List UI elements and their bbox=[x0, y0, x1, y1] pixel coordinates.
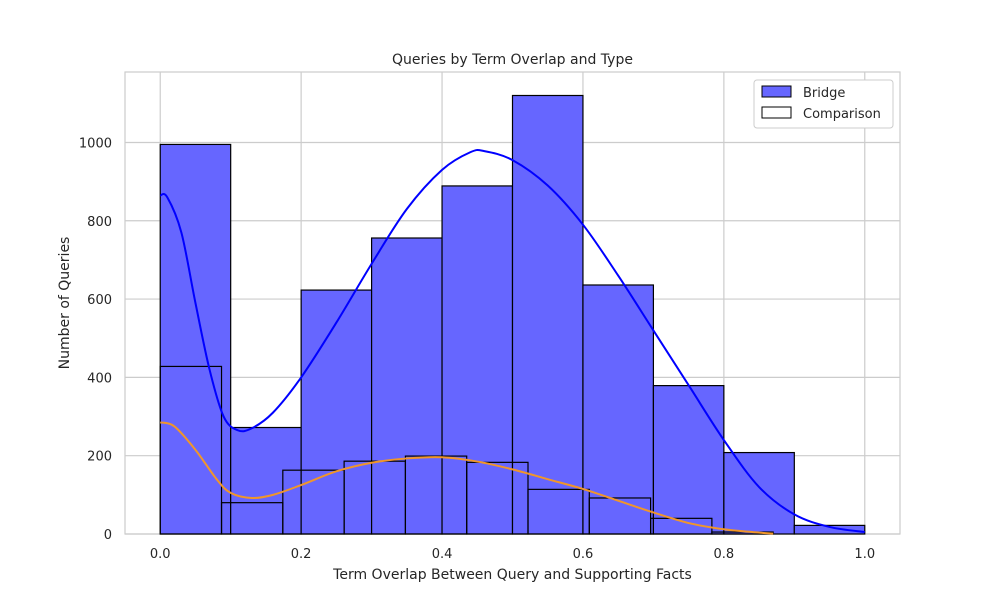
y-tick-label: 0 bbox=[104, 528, 112, 543]
x-tick-label: 0.0 bbox=[150, 547, 171, 562]
y-tick-label: 200 bbox=[87, 450, 112, 465]
bridge-bar bbox=[652, 385, 725, 535]
y-tick-label: 1000 bbox=[79, 136, 112, 151]
y-axis-ticks: 0 200 400 600 800 1000 bbox=[79, 136, 112, 543]
bridge-bar bbox=[793, 524, 866, 535]
comparison-kde-line bbox=[159, 421, 774, 535]
y-axis-label: Number of Queries bbox=[57, 237, 73, 370]
legend-label-bridge: Bridge bbox=[803, 86, 845, 101]
legend-swatch-bridge bbox=[761, 85, 792, 98]
bridge-bar bbox=[230, 426, 302, 535]
x-axis-ticks: 0.0 0.2 0.4 0.6 0.8 1.0 bbox=[150, 547, 875, 562]
x-tick-label: 0.8 bbox=[714, 547, 735, 562]
legend-label-comparison: Comparison bbox=[803, 107, 881, 122]
x-axis-label: Term Overlap Between Query and Supportin… bbox=[332, 567, 692, 583]
chart-title: Queries by Term Overlap and Type bbox=[392, 52, 633, 68]
y-tick-label: 400 bbox=[87, 371, 112, 386]
bridge-bars bbox=[159, 94, 866, 535]
bridge-kde-line bbox=[159, 149, 865, 534]
bridge-bar bbox=[159, 143, 232, 535]
y-tick-label: 600 bbox=[87, 293, 112, 308]
x-tick-label: 0.2 bbox=[291, 547, 312, 562]
bridge-bar bbox=[300, 289, 373, 535]
comparison-bars bbox=[159, 365, 774, 535]
bridge-bar bbox=[441, 185, 514, 535]
x-tick-label: 0.6 bbox=[573, 547, 594, 562]
legend: Bridge Comparison bbox=[753, 79, 894, 129]
bridge-bar bbox=[723, 451, 795, 535]
comparison-bar bbox=[649, 517, 713, 535]
comparison-bar bbox=[159, 365, 223, 535]
kde-curves bbox=[159, 149, 865, 535]
legend-swatch-comparison bbox=[761, 106, 792, 119]
comparison-bar bbox=[588, 497, 652, 535]
x-tick-label: 1.0 bbox=[854, 547, 875, 562]
bridge-bar bbox=[511, 94, 584, 535]
bridge-bar bbox=[582, 284, 655, 535]
x-tick-label: 0.4 bbox=[432, 547, 453, 562]
y-tick-label: 800 bbox=[87, 215, 112, 230]
bridge-bar bbox=[370, 237, 443, 535]
